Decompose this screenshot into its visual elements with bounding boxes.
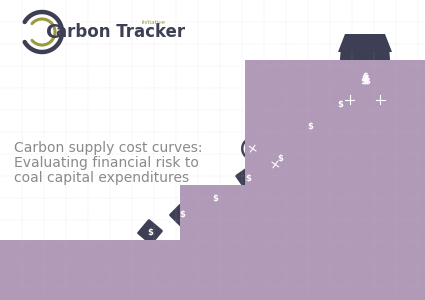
FancyBboxPatch shape [235,165,261,191]
Circle shape [376,95,385,104]
Polygon shape [338,50,392,88]
Circle shape [369,88,392,111]
Polygon shape [338,34,392,52]
Circle shape [242,138,263,159]
Text: Carbon supply cost curves:: Carbon supply cost curves: [14,141,202,155]
Circle shape [272,160,279,169]
Text: $: $ [212,194,218,202]
FancyBboxPatch shape [357,72,377,91]
Text: $: $ [179,211,185,220]
Text: Evaluating financial risk to: Evaluating financial risk to [14,156,199,170]
Text: $: $ [245,173,251,182]
Text: arbon Tracker: arbon Tracker [56,23,185,41]
Text: $: $ [363,74,369,83]
FancyBboxPatch shape [267,146,292,170]
Polygon shape [0,60,425,300]
Text: $: $ [337,100,343,109]
Text: $: $ [307,122,313,131]
Text: $: $ [147,227,153,236]
FancyBboxPatch shape [355,72,374,91]
Text: $: $ [277,154,283,163]
Circle shape [338,88,361,111]
FancyBboxPatch shape [354,69,374,88]
FancyBboxPatch shape [354,72,373,91]
Polygon shape [268,93,316,135]
Text: $: $ [362,72,368,81]
FancyBboxPatch shape [355,67,374,86]
Circle shape [249,145,257,153]
Circle shape [346,95,354,104]
Text: coal capital expenditures: coal capital expenditures [14,171,189,185]
Text: Initiative: Initiative [142,20,166,26]
Polygon shape [250,107,307,162]
FancyBboxPatch shape [357,69,375,88]
FancyBboxPatch shape [329,94,351,116]
FancyBboxPatch shape [202,185,228,211]
Text: $: $ [361,74,367,83]
Text: C: C [46,22,60,41]
Text: $: $ [362,77,368,86]
Text: $: $ [364,77,370,86]
Text: $: $ [360,77,366,86]
FancyBboxPatch shape [137,219,163,245]
FancyBboxPatch shape [169,202,195,228]
Circle shape [265,154,286,175]
FancyBboxPatch shape [298,115,322,139]
